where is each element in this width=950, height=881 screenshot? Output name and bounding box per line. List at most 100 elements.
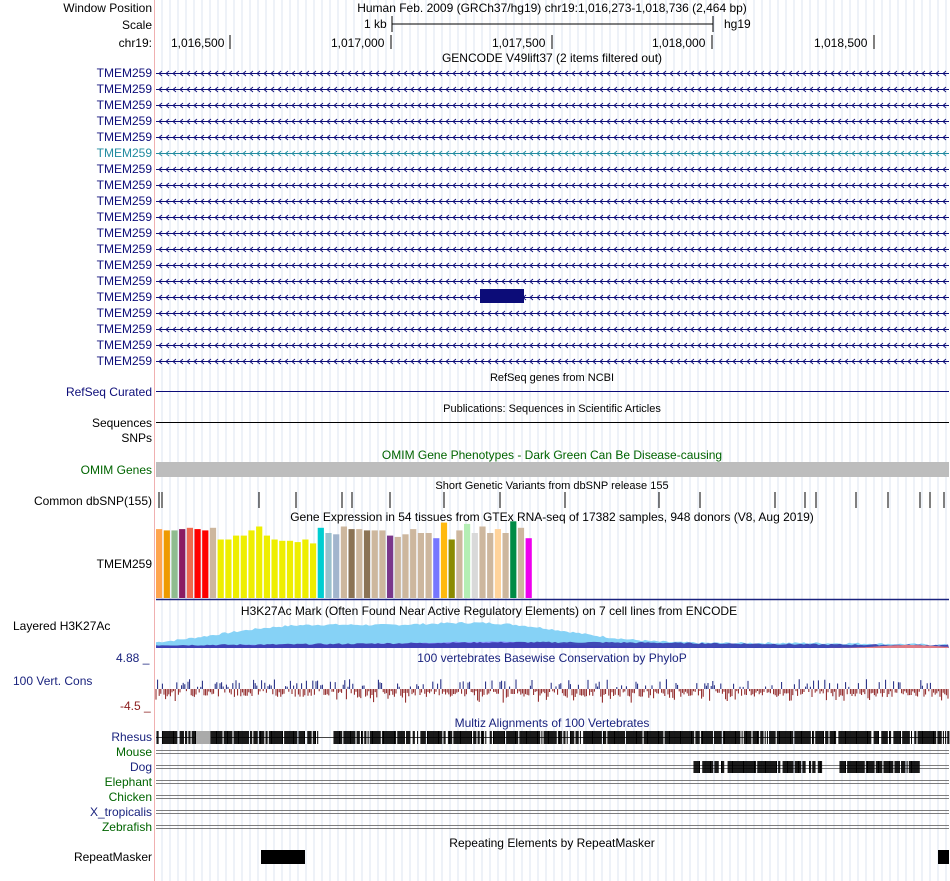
- dbsnp-label[interactable]: Common dbSNP(155): [34, 494, 152, 508]
- window-position-label: Window Position: [63, 1, 152, 15]
- gene-label[interactable]: TMEM259: [97, 306, 152, 320]
- gtex-bar: [456, 530, 462, 598]
- dbsnp-track-title: Short Genetic Variants from dbSNP releas…: [435, 479, 668, 493]
- gtex-bar: [241, 536, 247, 598]
- gene-label[interactable]: TMEM259: [97, 82, 152, 96]
- publications-label[interactable]: Sequences: [92, 416, 152, 430]
- phylop-track-title: 100 vertebrates Basewise Conservation by…: [417, 651, 686, 665]
- gtex-bar: [441, 523, 447, 598]
- gtex-bar: [233, 536, 239, 598]
- gtex-bar: [264, 536, 270, 598]
- phylop-negative: [156, 689, 948, 703]
- species-label[interactable]: Mouse: [116, 745, 152, 759]
- gtex-bar: [395, 537, 401, 598]
- gene-label[interactable]: TMEM259: [97, 178, 152, 192]
- window-position-value: Human Feb. 2009 (GRCh37/hg19) chr19:1,01…: [357, 1, 747, 15]
- gtex-bar: [472, 533, 478, 598]
- repeatmasker-label[interactable]: RepeatMasker: [74, 850, 152, 864]
- gtex-track-title: Gene Expression in 54 tissues from GTEx …: [290, 510, 814, 524]
- dog-alignment: [840, 761, 919, 773]
- gene-label[interactable]: TMEM259: [97, 146, 152, 160]
- tick-label: 1,016,500: [171, 36, 224, 50]
- gtex-bar: [503, 533, 509, 598]
- scale-value: 1 kb: [364, 17, 387, 31]
- species-label[interactable]: Elephant: [105, 775, 152, 789]
- refseq-track-title: RefSeq genes from NCBI: [490, 371, 614, 385]
- species-label[interactable]: Rhesus: [111, 730, 152, 744]
- gtex-bar: [526, 538, 532, 598]
- omim-bar: [156, 462, 949, 477]
- gtex-bar: [156, 529, 162, 598]
- grid-lines: [162, 0, 946, 881]
- gtex-bar: [379, 530, 385, 598]
- ruler-ticks: [230, 35, 874, 49]
- gene-label[interactable]: TMEM259: [97, 226, 152, 240]
- scale-label: Scale: [122, 18, 152, 32]
- gtex-bar: [295, 542, 301, 598]
- gtex-bar: [333, 534, 339, 598]
- publications-track-title: Publications: Sequences in Scientific Ar…: [443, 402, 661, 416]
- species-double-line: [156, 811, 949, 814]
- gtex-bar: [287, 541, 293, 598]
- chrom-label: chr19:: [119, 36, 152, 50]
- gtex-bar: [256, 527, 262, 599]
- species-double-line: [156, 751, 949, 754]
- tick-label: 1,017,000: [331, 36, 384, 50]
- h3k27ac-label[interactable]: Layered H3K27Ac: [13, 619, 110, 633]
- assembly-label: hg19: [724, 17, 751, 31]
- gtex-bar: [518, 528, 524, 598]
- phylop-label[interactable]: 100 Vert. Cons: [13, 674, 92, 688]
- gtex-bar: [372, 530, 378, 598]
- gtex-bar: [510, 521, 516, 598]
- gene-label[interactable]: TMEM259: [97, 274, 152, 288]
- tick-label: 1,018,000: [652, 36, 705, 50]
- gene-label[interactable]: TMEM259: [97, 258, 152, 272]
- gtex-bar: [325, 533, 331, 598]
- gtex-bar: [418, 533, 424, 598]
- gtex-bar: [171, 530, 177, 598]
- gtex-bar: [410, 529, 416, 598]
- gtex-bar: [187, 528, 193, 598]
- gene-label[interactable]: TMEM259: [97, 242, 152, 256]
- omim-label[interactable]: OMIM Genes: [81, 463, 152, 477]
- phylop-min-label: -4.5 _: [120, 699, 151, 713]
- gene-label[interactable]: TMEM259: [97, 338, 152, 352]
- gene-label[interactable]: TMEM259: [97, 210, 152, 224]
- species-label[interactable]: Dog: [130, 760, 152, 774]
- refseq-label[interactable]: RefSeq Curated: [66, 385, 152, 399]
- gtex-bar: [464, 524, 470, 598]
- gtex-bar: [179, 529, 185, 598]
- gtex-bar: [364, 530, 370, 598]
- species-label[interactable]: X_tropicalis: [90, 805, 152, 819]
- gtex-bar: [387, 536, 393, 598]
- gene-label[interactable]: TMEM259: [97, 290, 152, 304]
- species-label[interactable]: Zebrafish: [102, 820, 152, 834]
- gtex-bar: [487, 533, 493, 598]
- gtex-bar: [402, 534, 408, 598]
- snps-label[interactable]: SNPs: [121, 431, 152, 445]
- scale-bar: [392, 16, 713, 32]
- gene-label[interactable]: TMEM259: [97, 354, 152, 368]
- repeatmasker-track-title: Repeating Elements by RepeatMasker: [449, 836, 654, 850]
- gtex-bar: [195, 529, 201, 598]
- species-label[interactable]: Chicken: [109, 790, 152, 804]
- gene-label[interactable]: TMEM259: [97, 162, 152, 176]
- gtex-bar: [272, 540, 278, 599]
- gene-label[interactable]: TMEM259: [97, 130, 152, 144]
- gtex-bar: [164, 530, 170, 598]
- tick-label: 1,018,500: [814, 36, 867, 50]
- gtex-bar: [248, 530, 254, 598]
- gtex-bar: [449, 540, 455, 599]
- gene-label[interactable]: TMEM259: [97, 322, 152, 336]
- gtex-bar: [210, 528, 216, 598]
- gene-label[interactable]: TMEM259: [97, 98, 152, 112]
- gtex-bar: [479, 527, 485, 599]
- species-double-line: [156, 826, 949, 829]
- gene-label[interactable]: TMEM259: [97, 66, 152, 80]
- gene-label[interactable]: TMEM259: [97, 194, 152, 208]
- gtex-bar: [225, 540, 231, 599]
- gtex-label[interactable]: TMEM259: [97, 557, 152, 571]
- gene-label[interactable]: TMEM259: [97, 114, 152, 128]
- gtex-bar: [310, 543, 316, 598]
